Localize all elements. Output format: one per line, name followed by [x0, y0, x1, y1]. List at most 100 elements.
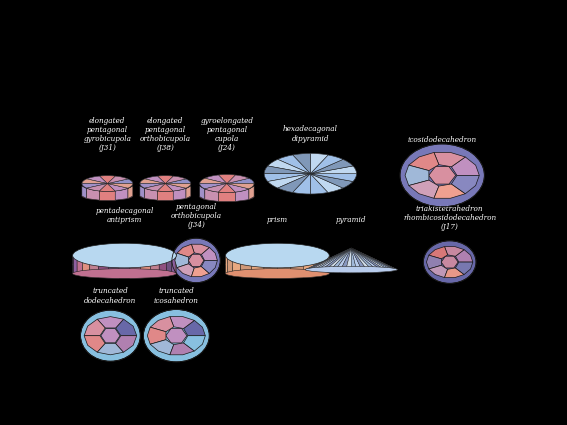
Text: hexadecagonal
dipyramid: hexadecagonal dipyramid [283, 125, 338, 143]
Polygon shape [186, 186, 191, 198]
Polygon shape [201, 261, 217, 273]
Polygon shape [451, 176, 479, 194]
Text: pentadecagonal
antiprism: pentadecagonal antiprism [95, 207, 154, 224]
Polygon shape [322, 257, 328, 276]
Polygon shape [115, 189, 128, 200]
Polygon shape [226, 255, 227, 275]
Polygon shape [73, 255, 74, 275]
Polygon shape [192, 266, 209, 277]
Ellipse shape [140, 176, 191, 191]
Polygon shape [98, 343, 124, 355]
Polygon shape [315, 248, 351, 272]
Ellipse shape [226, 260, 329, 269]
Polygon shape [145, 189, 158, 200]
Polygon shape [177, 264, 194, 277]
Polygon shape [455, 249, 473, 262]
Polygon shape [310, 166, 357, 174]
Text: pyramid: pyramid [336, 216, 366, 224]
Polygon shape [351, 248, 388, 272]
Text: triakistetrahedron
rhombicosidodecahedron
(J17): triakistetrahedron rhombicosidodecahedro… [403, 204, 496, 231]
Polygon shape [150, 317, 174, 332]
Polygon shape [205, 184, 227, 192]
Polygon shape [351, 248, 363, 273]
Polygon shape [434, 184, 466, 198]
Ellipse shape [172, 238, 220, 283]
Polygon shape [107, 176, 128, 184]
Polygon shape [140, 179, 166, 184]
Polygon shape [107, 184, 133, 188]
Polygon shape [445, 246, 464, 256]
Polygon shape [141, 260, 150, 278]
Polygon shape [310, 174, 357, 181]
Polygon shape [351, 248, 394, 271]
Polygon shape [201, 247, 217, 261]
Polygon shape [441, 256, 458, 268]
Polygon shape [192, 244, 209, 254]
Polygon shape [116, 336, 137, 352]
Text: elongated
pentagonal
gyrobicupola
(J31): elongated pentagonal gyrobicupola (J31) [83, 117, 132, 153]
Polygon shape [409, 153, 439, 170]
Polygon shape [101, 329, 120, 343]
Polygon shape [310, 159, 353, 174]
Polygon shape [351, 248, 379, 272]
Polygon shape [74, 257, 77, 275]
Polygon shape [166, 176, 186, 184]
Polygon shape [82, 179, 107, 184]
Polygon shape [351, 248, 374, 272]
Polygon shape [200, 178, 227, 184]
Polygon shape [77, 258, 83, 276]
Polygon shape [445, 268, 464, 278]
Polygon shape [227, 184, 254, 189]
Polygon shape [227, 175, 249, 184]
Polygon shape [328, 255, 329, 275]
Polygon shape [319, 248, 351, 272]
Polygon shape [293, 174, 310, 194]
Polygon shape [409, 180, 439, 198]
Polygon shape [116, 319, 137, 336]
Ellipse shape [424, 241, 476, 283]
Polygon shape [235, 189, 249, 201]
Polygon shape [166, 329, 187, 343]
Ellipse shape [143, 309, 209, 362]
Polygon shape [205, 175, 227, 184]
Polygon shape [140, 186, 145, 198]
Polygon shape [405, 165, 429, 186]
Polygon shape [82, 184, 107, 188]
Polygon shape [99, 190, 115, 200]
Text: truncated
icosahedron: truncated icosahedron [154, 287, 199, 305]
Polygon shape [119, 261, 130, 278]
Polygon shape [98, 317, 124, 328]
Polygon shape [451, 157, 479, 176]
Polygon shape [351, 248, 397, 270]
Polygon shape [333, 248, 351, 273]
Polygon shape [99, 260, 108, 278]
Polygon shape [128, 186, 133, 198]
Polygon shape [351, 248, 391, 272]
Polygon shape [264, 174, 310, 181]
Polygon shape [278, 155, 310, 174]
Polygon shape [150, 259, 159, 278]
Polygon shape [268, 159, 310, 174]
Ellipse shape [400, 144, 484, 207]
Polygon shape [305, 248, 397, 273]
Polygon shape [174, 189, 186, 200]
Polygon shape [200, 186, 205, 200]
Polygon shape [84, 336, 105, 352]
Polygon shape [328, 248, 351, 272]
Polygon shape [264, 166, 310, 174]
Polygon shape [252, 260, 264, 278]
Polygon shape [218, 184, 235, 193]
Polygon shape [303, 259, 314, 278]
Polygon shape [167, 258, 172, 276]
Polygon shape [291, 260, 303, 278]
Polygon shape [150, 340, 174, 355]
Polygon shape [108, 260, 119, 278]
Polygon shape [87, 189, 99, 200]
Ellipse shape [82, 176, 133, 191]
Polygon shape [82, 186, 87, 198]
Polygon shape [339, 248, 351, 273]
Polygon shape [351, 248, 396, 271]
Polygon shape [184, 336, 205, 351]
Text: icosidodecahedron: icosidodecahedron [408, 136, 477, 144]
Polygon shape [184, 320, 205, 336]
